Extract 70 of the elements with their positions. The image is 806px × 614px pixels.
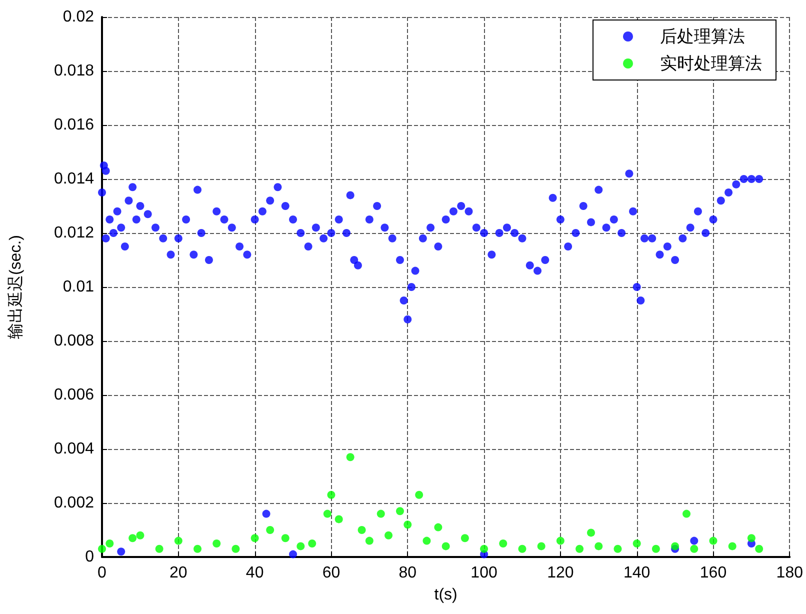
- legend-label: 实时处理算法: [660, 54, 762, 73]
- x-axis-title: t(s): [434, 586, 458, 604]
- point: [709, 536, 718, 545]
- point: [755, 544, 764, 553]
- x-tick-label: 0: [98, 564, 107, 582]
- y-axis-title: 输出延迟(sec.): [6, 235, 24, 339]
- x-tick-label: 20: [170, 564, 188, 582]
- point: [334, 515, 343, 524]
- point: [128, 534, 137, 542]
- point: [728, 542, 736, 550]
- point: [232, 544, 240, 553]
- y-tick-label: 0.01: [62, 278, 94, 296]
- x-tick-label: 80: [398, 564, 417, 582]
- x-tick-label: 60: [322, 564, 340, 582]
- point: [266, 526, 274, 534]
- point: [442, 542, 450, 550]
- point: [98, 544, 106, 553]
- point: [212, 540, 221, 548]
- point: [250, 534, 259, 542]
- x-tick-label: 40: [246, 564, 264, 582]
- point: [632, 540, 641, 548]
- point: [460, 534, 469, 542]
- point: [556, 536, 564, 545]
- y-tick-label: 0.016: [54, 116, 94, 134]
- x-tick-label: 100: [470, 564, 498, 582]
- legend-label: 后处理算法: [660, 27, 745, 46]
- y-tick-label: 0.012: [54, 224, 94, 242]
- point: [308, 540, 316, 548]
- point: [136, 531, 144, 540]
- y-tick-label: 0.002: [54, 494, 94, 512]
- point: [594, 542, 603, 550]
- point: [415, 490, 424, 499]
- point: [404, 520, 412, 529]
- point: [346, 453, 354, 462]
- point: [358, 526, 366, 534]
- point: [671, 542, 680, 550]
- point: [434, 523, 442, 532]
- y-tick-label: 0.02: [62, 8, 94, 26]
- point: [576, 544, 584, 553]
- point: [194, 544, 202, 553]
- point: [281, 534, 290, 542]
- point: [518, 544, 526, 553]
- point: [106, 540, 114, 548]
- point: [422, 536, 431, 545]
- x-tick-label: 140: [623, 564, 650, 582]
- point: [174, 536, 182, 545]
- point: [296, 542, 305, 550]
- point: [652, 544, 660, 553]
- point: [327, 490, 336, 499]
- point: [587, 528, 595, 537]
- y-tick-label: 0.004: [54, 440, 94, 458]
- x-tick-label: 160: [700, 564, 727, 582]
- point: [614, 544, 622, 553]
- point: [384, 531, 393, 540]
- point: [690, 544, 698, 553]
- point: [365, 536, 374, 545]
- point: [537, 542, 546, 550]
- point: [396, 507, 404, 516]
- x-tick-label: 120: [547, 564, 574, 582]
- y-tick-label: 0.006: [54, 386, 94, 404]
- point: [376, 510, 385, 518]
- point: [155, 544, 164, 553]
- y-tick-label: 0.008: [54, 332, 94, 350]
- point: [323, 510, 332, 518]
- y-tick-label: 0.018: [54, 62, 94, 80]
- point: [682, 510, 691, 518]
- x-tick-label: 180: [776, 564, 804, 582]
- y-tick-label: 0.014: [54, 170, 94, 188]
- point: [499, 540, 508, 548]
- y-tick-label: 0: [85, 548, 94, 566]
